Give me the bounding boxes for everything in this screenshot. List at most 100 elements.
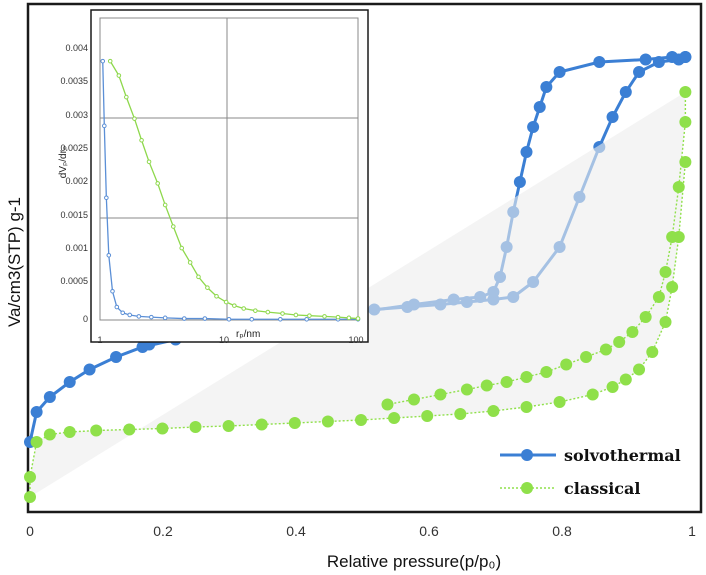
inset-point-classical xyxy=(132,116,137,121)
data-point-classical-adsorption xyxy=(586,388,599,401)
data-point-classical-adsorption xyxy=(454,408,467,420)
data-point-classical-adsorption xyxy=(43,428,56,441)
x-tick-label: 0.2 xyxy=(153,523,173,539)
inset-x-tick-label: 10 xyxy=(219,335,229,345)
data-point-solvothermal-desorption xyxy=(666,51,679,63)
data-point-classical-desorption xyxy=(659,266,672,278)
data-point-solvothermal-desorption xyxy=(520,146,533,158)
data-point-classical-desorption xyxy=(613,336,626,348)
data-point-solvothermal-adsorption xyxy=(83,363,96,376)
data-point-classical-desorption xyxy=(407,393,420,406)
inset-point-classical xyxy=(196,274,201,280)
inset-chart: 0.004 0.0035 0.003 0.0025 0.002 0.0015 0… xyxy=(58,9,369,345)
x-tick-label: 0 xyxy=(26,523,34,539)
data-point-classical-adsorption xyxy=(255,418,268,431)
data-point-classical-adsorption xyxy=(553,396,566,408)
data-point-classical-adsorption xyxy=(646,346,659,358)
inset-point-classical xyxy=(335,314,341,320)
data-point-solvothermal-desorption xyxy=(553,66,566,78)
inset-y-tick-label: 0.003 xyxy=(65,110,88,120)
data-point-classical-adsorption xyxy=(606,381,619,393)
data-point-classical-adsorption xyxy=(487,405,500,417)
data-point-classical-adsorption xyxy=(421,410,434,422)
data-point-classical-desorption xyxy=(480,379,493,392)
data-point-classical-adsorption xyxy=(123,423,136,436)
data-point-solvothermal-adsorption xyxy=(63,376,76,388)
inset-point-classical xyxy=(179,245,185,251)
data-point-classical-desorption xyxy=(639,311,652,323)
inset-point-solvothermal xyxy=(149,314,154,320)
data-point-classical-adsorption xyxy=(24,471,36,483)
inset-point-classical xyxy=(307,313,312,318)
data-point-classical-desorption xyxy=(460,383,473,396)
x-tick-label: 0.4 xyxy=(286,523,306,539)
inset-point-classical xyxy=(265,309,271,315)
inset-y-tick-label: 0 xyxy=(83,314,88,324)
inset-point-solvothermal xyxy=(278,316,283,322)
inset-point-classical xyxy=(155,181,160,186)
data-point-classical-desorption xyxy=(599,343,612,356)
data-point-classical-desorption xyxy=(666,231,679,243)
data-point-classical-adsorption xyxy=(321,415,334,428)
data-point-classical-adsorption xyxy=(63,426,76,438)
inset-y-tick-label: 0.004 xyxy=(65,43,88,53)
inset-point-classical xyxy=(124,94,129,100)
data-point-classical-desorption xyxy=(381,398,394,411)
data-point-classical-adsorption xyxy=(679,156,692,168)
inset-x-tick-label: 1 xyxy=(97,335,102,345)
inset-point-solvothermal xyxy=(127,312,133,318)
data-point-classical-adsorption xyxy=(619,373,632,386)
data-point-classical-desorption xyxy=(679,116,692,128)
inset-point-classical xyxy=(162,202,168,208)
inset-point-solvothermal xyxy=(202,316,208,321)
legend-marker-solvothermal xyxy=(521,449,533,461)
x-tick-label: 1 xyxy=(688,523,696,539)
inset-point-classical xyxy=(139,137,144,143)
data-point-classical-adsorption xyxy=(666,281,679,293)
inset-point-solvothermal xyxy=(102,123,107,129)
inset-point-solvothermal xyxy=(120,310,126,316)
data-point-solvothermal-adsorption xyxy=(110,351,123,363)
legend-label-solvothermal: solvothermal xyxy=(564,446,681,465)
inset-point-classical xyxy=(241,306,246,311)
x-axis-title: Relative pressure(p/p₀) xyxy=(327,552,501,571)
data-point-classical-desorption xyxy=(500,376,513,388)
inset-point-solvothermal xyxy=(136,314,142,319)
legend-marker-classical xyxy=(521,482,533,494)
inset-x-ticks: 1 10 100 xyxy=(97,335,363,345)
inset-series-layer xyxy=(100,58,361,322)
inset-y-tick-label: 0.001 xyxy=(65,243,88,253)
inset-point-classical xyxy=(280,311,285,316)
data-point-solvothermal-adsorption xyxy=(606,111,619,123)
inset-point-classical xyxy=(116,73,122,78)
data-point-solvothermal-adsorption xyxy=(30,406,43,418)
inset-point-classical xyxy=(223,299,229,305)
inset-y-axis-title: dVₚ/drₚ xyxy=(58,146,69,178)
legend: solvothermal classical xyxy=(500,446,681,498)
data-point-classical-adsorption xyxy=(156,422,169,435)
data-point-classical-adsorption xyxy=(288,417,301,429)
data-point-classical-adsorption xyxy=(90,424,103,437)
data-point-solvothermal-adsorption xyxy=(633,66,646,78)
data-point-classical-desorption xyxy=(560,358,573,371)
data-point-classical-adsorption xyxy=(189,421,202,433)
inset-x-tick-label: 100 xyxy=(348,335,363,345)
inset-point-classical xyxy=(187,260,193,265)
data-point-solvothermal-adsorption xyxy=(43,391,56,403)
x-tick-label: 0.8 xyxy=(552,523,572,539)
data-point-classical-desorption xyxy=(434,388,447,401)
data-point-classical-adsorption xyxy=(388,412,401,424)
data-point-classical-desorption xyxy=(520,371,533,383)
data-point-solvothermal-desorption xyxy=(527,121,540,133)
data-point-classical-adsorption xyxy=(222,420,235,432)
inset-point-classical xyxy=(293,312,299,318)
inset-point-classical xyxy=(107,58,113,64)
inset-y-tick-label: 0.0005 xyxy=(60,276,88,286)
inset-point-solvothermal xyxy=(226,316,232,322)
inset-point-classical xyxy=(253,308,258,313)
inset-point-classical xyxy=(346,315,352,321)
inset-point-classical xyxy=(170,224,176,229)
inset-point-classical xyxy=(355,316,361,321)
inset-point-classical xyxy=(205,285,210,290)
